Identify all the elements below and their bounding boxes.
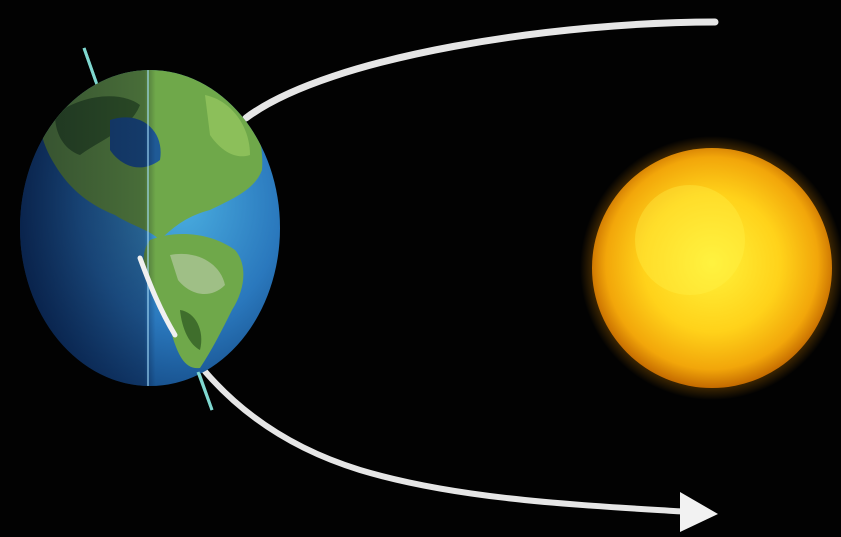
orbit-arrowhead — [680, 492, 718, 532]
orbit-path — [242, 18, 719, 122]
sun-icon — [580, 136, 841, 400]
earth-icon — [20, 47, 280, 411]
orbit-path-front — [137, 255, 178, 338]
